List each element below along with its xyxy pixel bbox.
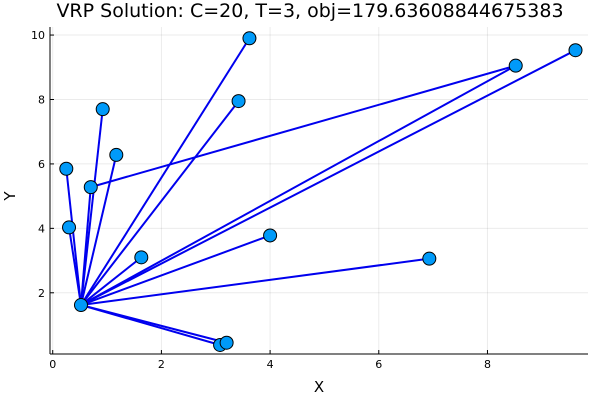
depot-marker [73,298,88,313]
axes [49,27,588,355]
route-segment [65,168,82,306]
x-tick-label: 8 [484,358,491,371]
route-segment [80,256,142,306]
x-tick-labels: 0 2 4 6 8 [49,358,491,371]
customer-marker [263,228,278,243]
route-segment [80,64,517,306]
x-tick-label: 2 [158,358,165,371]
y-tick-label: 2 [38,287,45,300]
node-markers [59,31,583,352]
route-segment [80,234,271,306]
y-tick-label: 10 [31,29,45,42]
chart-title: VRP Solution: C=20, T=3, obj=179.6360884… [56,0,563,22]
customer-marker [219,335,234,350]
customer-marker [568,43,583,58]
x-axis-label: X [314,378,324,396]
route-segment [80,49,576,306]
route-segment [80,100,240,306]
customer-marker [59,161,74,176]
customer-marker [508,58,523,73]
route-segment [79,109,104,306]
y-axis-label: Y [1,191,19,202]
route-segment [80,37,251,306]
grid [50,27,588,354]
x-tick-label: 0 [49,358,56,371]
x-tick-label: 4 [267,358,274,371]
customer-marker [109,147,124,162]
customer-marker [95,102,110,117]
route-segment [80,257,430,307]
route-segment [90,64,516,189]
route-segment [68,227,82,306]
customer-marker [422,251,437,266]
y-tick-label: 6 [38,158,45,171]
customer-marker [242,31,257,46]
customer-marker [62,220,77,235]
customer-marker [134,250,149,265]
y-tick-labels: 2 4 6 8 10 [31,29,45,300]
route-segment [80,304,227,344]
customer-marker [83,180,98,195]
x-tick-label: 6 [375,358,382,371]
customer-marker [231,94,246,109]
y-tick-label: 8 [38,93,45,106]
y-tick-label: 4 [38,222,45,235]
route-lines [65,37,576,346]
route-segment [80,154,118,306]
